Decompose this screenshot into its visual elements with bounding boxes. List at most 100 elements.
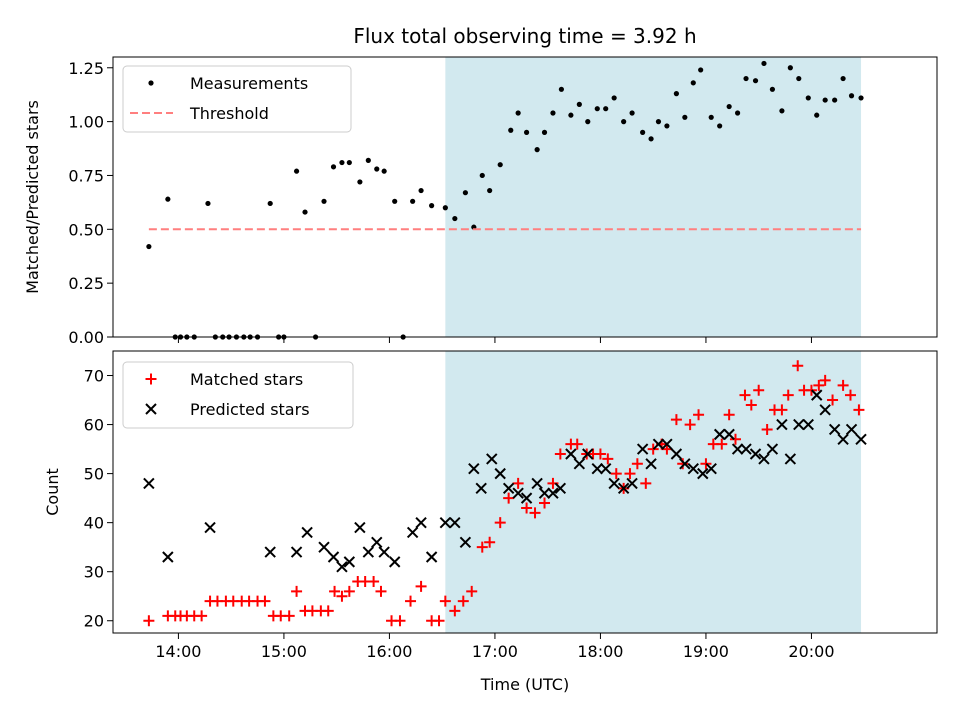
matched-star-point <box>368 576 380 588</box>
measurement-point <box>858 95 864 101</box>
top-x-ticks <box>177 337 812 343</box>
matched-star-point <box>640 477 652 489</box>
predicted-star-point <box>626 477 638 490</box>
matched-star-point <box>813 379 825 391</box>
predicted-star-point <box>554 482 567 495</box>
predicted-star-point <box>538 487 551 499</box>
bottom-y-tick-label: 30 <box>84 563 104 582</box>
predicted-star-point <box>415 516 427 529</box>
predicted-star-point <box>204 521 216 534</box>
measurement-point <box>585 119 591 125</box>
predicted-star-point <box>758 453 770 465</box>
top-y-axis-label: Matched/Predicted stars <box>23 100 42 294</box>
measurement-point <box>761 60 767 67</box>
predicted-star-point <box>697 467 709 480</box>
chart-title: Flux total observing time = 3.92 h <box>353 24 696 48</box>
matched-star-point <box>723 409 735 421</box>
matched-star-point <box>670 414 682 426</box>
matched-star-point <box>782 389 794 401</box>
predicted-star-point <box>449 516 461 529</box>
bottom-y-tick-label: 20 <box>84 612 104 631</box>
x-tick-label: 17:00 <box>472 642 518 661</box>
matched-star-point <box>322 605 334 617</box>
matched-star-point <box>700 458 712 470</box>
matched-star-point <box>761 423 773 435</box>
predicted-star-point <box>645 458 657 470</box>
top-panel-frame <box>112 56 938 338</box>
matched-star-point <box>792 360 804 372</box>
measurement-point <box>568 112 574 118</box>
measurement-point <box>429 203 435 209</box>
predicted-star-point <box>793 418 805 431</box>
measurement-point <box>365 157 371 163</box>
measurement-point <box>603 106 609 112</box>
matched-star-point <box>259 595 271 607</box>
top-y-axis: 0.00 0.25 0.50 0.75 1.00 1.25 <box>68 59 113 347</box>
predicted-star-point <box>670 448 683 460</box>
top-legend: Measurements Threshold <box>122 65 352 133</box>
measurement-point <box>682 114 688 120</box>
measurement-point <box>629 110 635 116</box>
predicted-star-point <box>652 438 665 450</box>
predicted-star-point <box>343 556 356 568</box>
measurement-point <box>508 127 514 133</box>
predicted-star-point <box>468 462 480 475</box>
measurement-point <box>640 129 646 135</box>
predicted-star-point <box>290 546 303 558</box>
measurement-point <box>452 215 458 222</box>
legend-matched-label: Matched stars <box>190 370 303 389</box>
measurement-point <box>392 198 398 204</box>
measurement-point <box>293 168 300 174</box>
matched-star-point <box>394 615 406 627</box>
matched-star-point <box>521 502 533 514</box>
measurement-point <box>357 179 363 185</box>
bottom-legend: Matched stars Predicted stars <box>122 361 354 429</box>
measurement-point <box>832 97 838 103</box>
predicted-star-point <box>336 561 348 573</box>
predicted-star-point <box>705 462 717 475</box>
predicted-star-point <box>143 477 155 490</box>
measurement-point <box>381 168 387 174</box>
measurement-point <box>796 75 802 82</box>
matched-star-point <box>329 585 341 597</box>
matched-star-point <box>466 585 478 597</box>
matched-star-point <box>433 615 445 627</box>
measurement-point <box>726 103 732 110</box>
predicted-star-point <box>740 443 752 455</box>
measurement-point <box>708 114 714 120</box>
matched-star-point <box>484 536 496 548</box>
x-axis-label: Time (UTC) <box>480 675 569 694</box>
matched-star-point <box>602 453 614 465</box>
matched-star-point <box>476 541 488 553</box>
top-y-tick-label: 1.00 <box>68 113 104 132</box>
matched-star-point <box>196 610 208 622</box>
top-legend-box <box>122 65 352 133</box>
matched-star-point <box>753 384 765 396</box>
matched-star-point <box>343 585 355 597</box>
measurement-point <box>346 159 352 166</box>
x-tick-label: 20:00 <box>788 642 834 661</box>
bottom-y-axis: 20 30 40 50 60 70 <box>84 367 113 631</box>
predicted-star-point <box>378 546 390 558</box>
predicted-star-point <box>784 453 797 465</box>
measurement-point <box>717 123 723 129</box>
bottom-panel-frame <box>112 350 938 634</box>
matched-star-point <box>494 517 506 529</box>
bottom-y-tick-label: 70 <box>84 367 104 386</box>
matched-star-point <box>336 590 348 602</box>
measurement-point <box>576 101 582 107</box>
measurement-point <box>515 110 521 116</box>
bottom-panel-marks <box>143 360 867 627</box>
x-tick-label: 16:00 <box>366 642 412 661</box>
legend-predicted-label: Predicted stars <box>190 400 310 419</box>
measurement-point <box>497 162 503 168</box>
matched-star-point <box>539 497 551 509</box>
top-y-tick-label: 1.25 <box>68 59 104 78</box>
predicted-star-point <box>362 546 375 558</box>
predicted-star-point <box>828 423 841 436</box>
matched-star-point <box>631 458 643 470</box>
matched-star-point <box>594 448 606 460</box>
measurement-point <box>442 205 448 211</box>
predicted-star-point <box>547 487 559 499</box>
